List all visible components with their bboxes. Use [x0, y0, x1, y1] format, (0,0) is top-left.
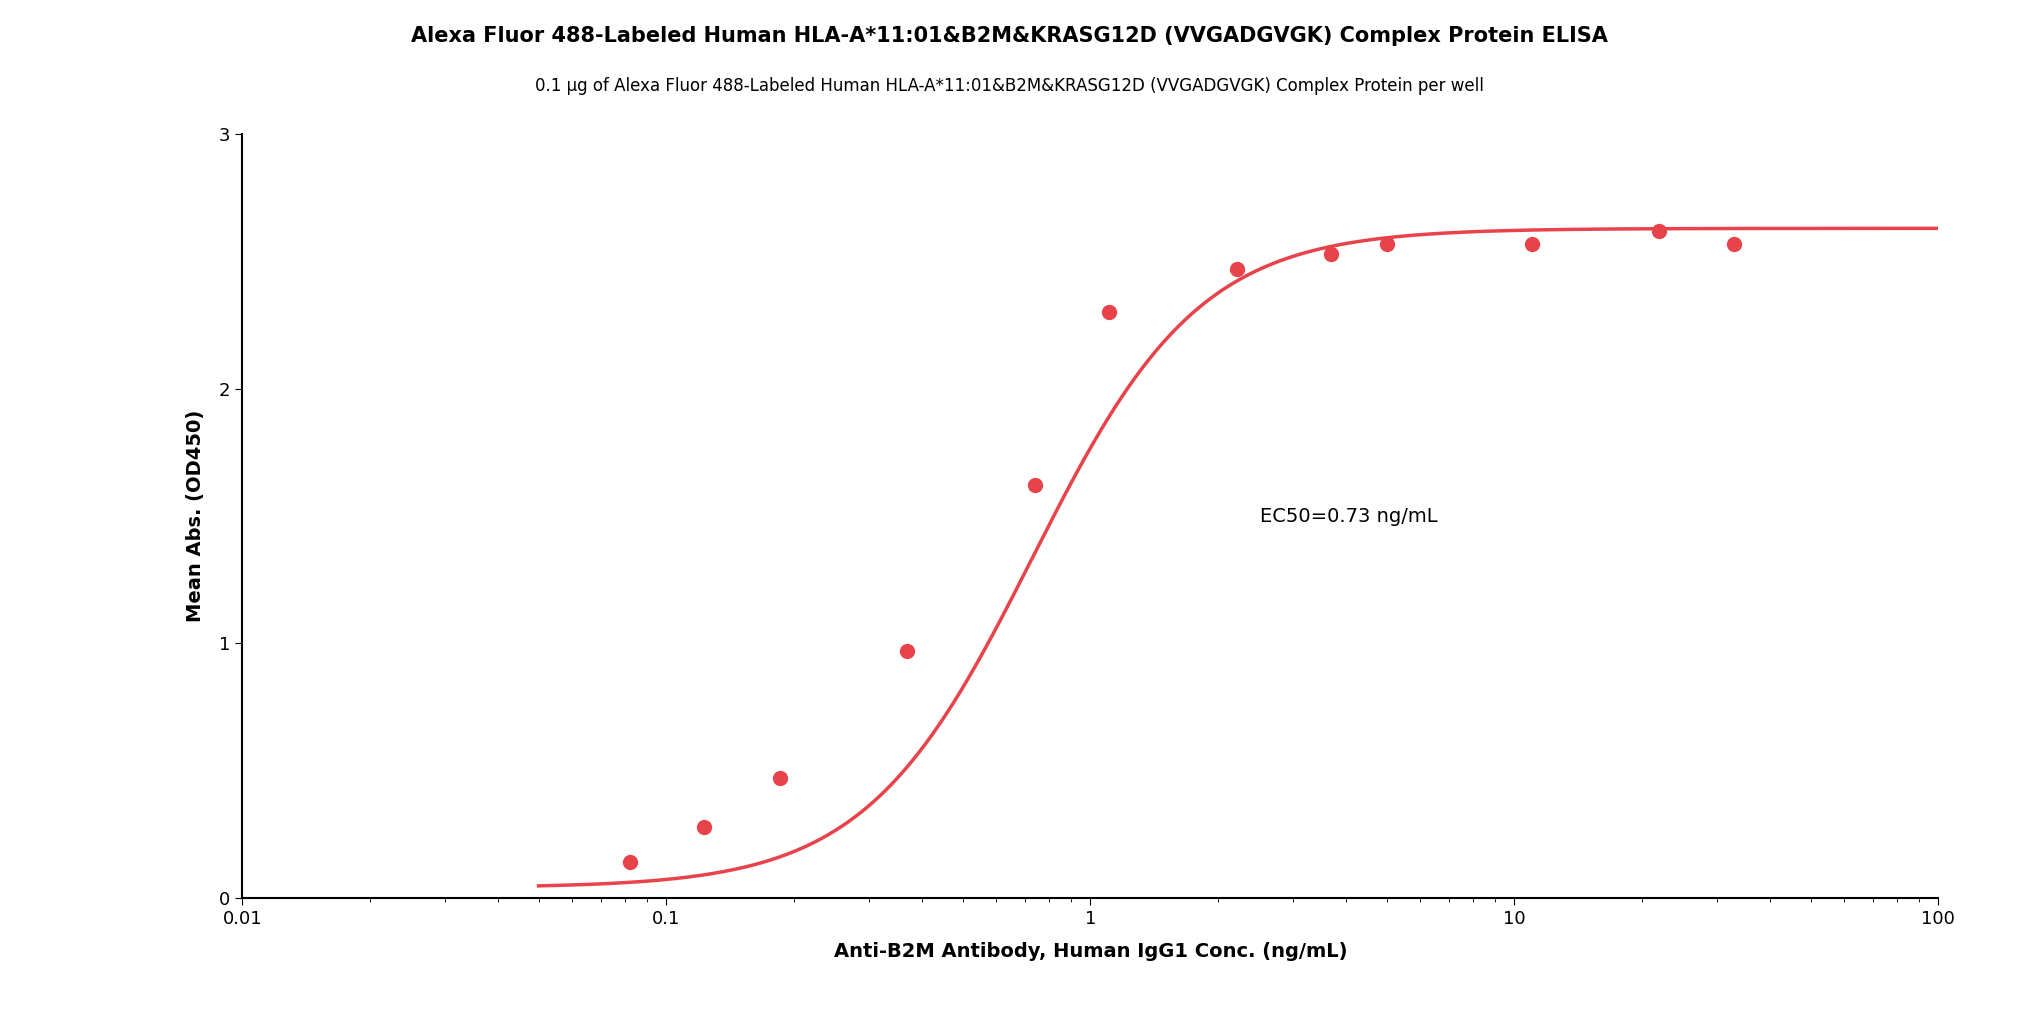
X-axis label: Anti-B2M Antibody, Human IgG1 Conc. (ng/mL): Anti-B2M Antibody, Human IgG1 Conc. (ng/…: [834, 941, 1347, 961]
Text: Alexa Fluor 488-Labeled Human HLA-A*11:01&B2M&KRASG12D (VVGADGVGK) Complex Prote: Alexa Fluor 488-Labeled Human HLA-A*11:0…: [412, 26, 1607, 45]
Text: EC50=0.73 ng/mL: EC50=0.73 ng/mL: [1260, 507, 1438, 525]
Text: 0.1 μg of Alexa Fluor 488-Labeled Human HLA-A*11:01&B2M&KRASG12D (VVGADGVGK) Com: 0.1 μg of Alexa Fluor 488-Labeled Human …: [535, 77, 1484, 95]
Y-axis label: Mean Abs. (OD450): Mean Abs. (OD450): [186, 410, 206, 622]
